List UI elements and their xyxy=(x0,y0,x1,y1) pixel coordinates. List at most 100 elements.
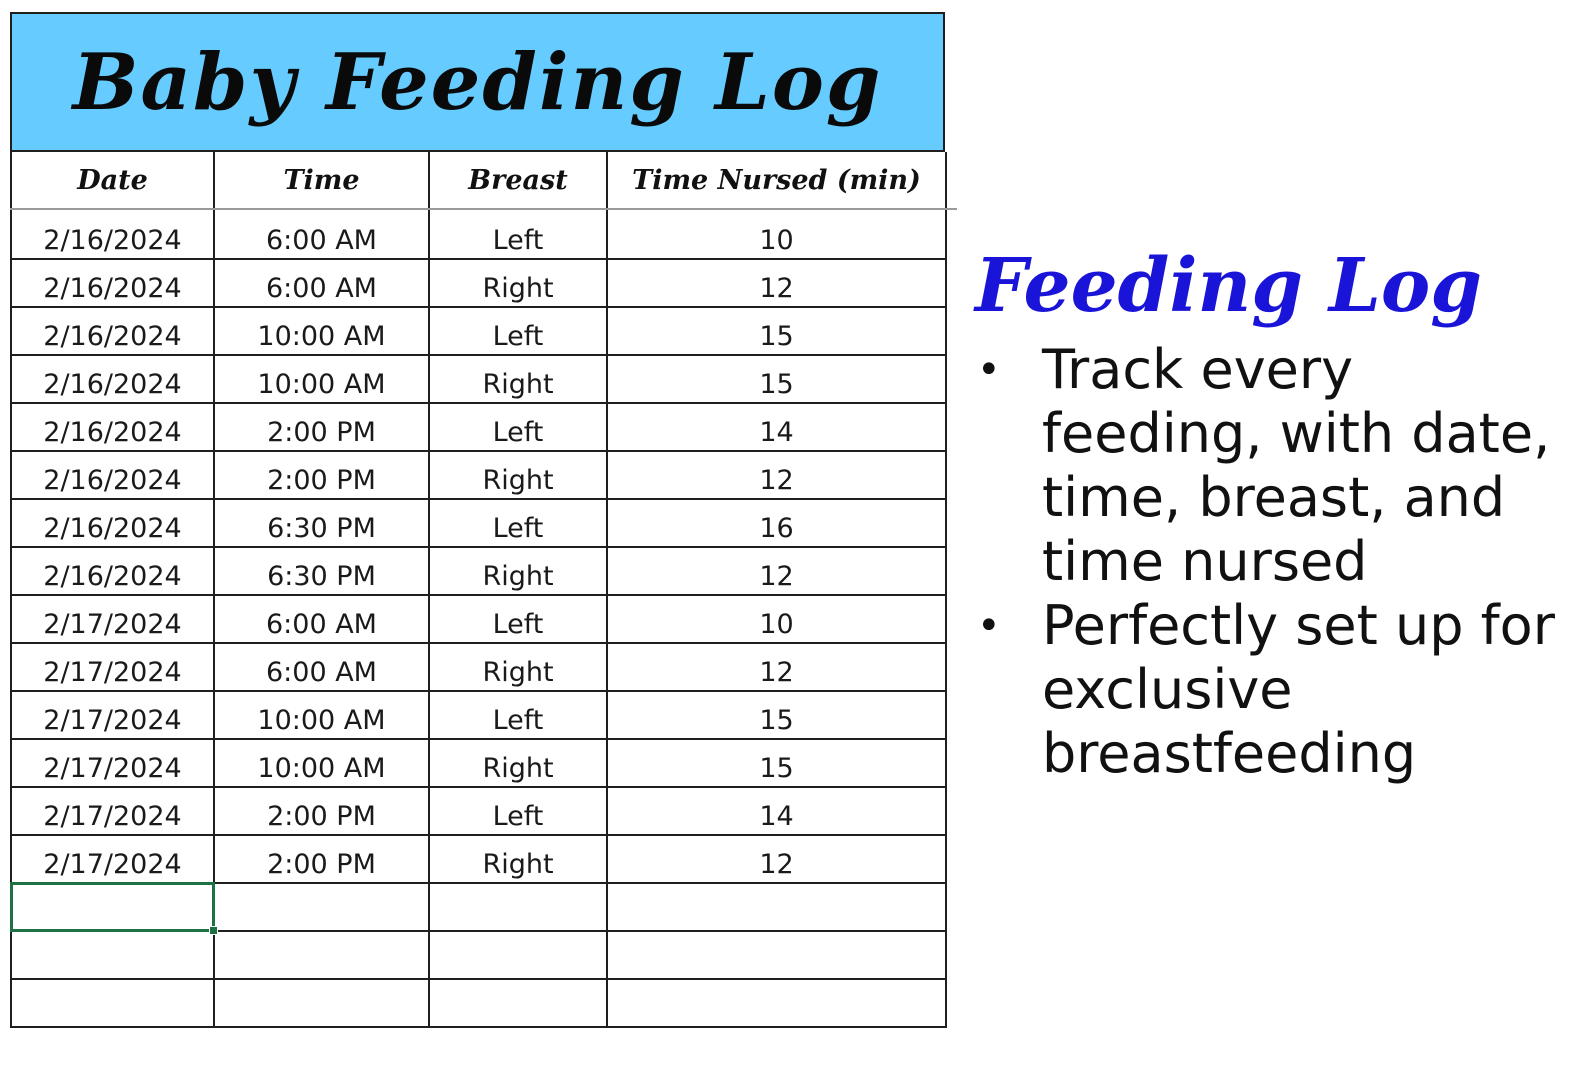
date-cell[interactable]: 2/17/2024 xyxy=(10,835,215,884)
time-cell[interactable]: 6:00 AM xyxy=(213,643,430,692)
time-nursed-cell[interactable]: 14 xyxy=(606,787,947,836)
time-cell[interactable]: 2:00 PM xyxy=(213,835,430,884)
table-row: 2/17/2024 10:00 AM Left 15 xyxy=(10,691,947,740)
time-cell[interactable]: 6:30 PM xyxy=(213,547,430,596)
time-nursed-cell[interactable]: 15 xyxy=(606,355,947,404)
time-nursed-cell[interactable]: 12 xyxy=(606,643,947,692)
selected-cell[interactable] xyxy=(10,882,218,935)
table-row: 2/16/2024 10:00 AM Left 15 xyxy=(10,307,947,356)
time-cell[interactable]: 10:00 AM xyxy=(213,691,430,740)
table-row: 2/16/2024 6:30 PM Left 16 xyxy=(10,499,947,548)
feature-text: Track every feeding, with date, time, br… xyxy=(1042,338,1551,593)
date-cell[interactable]: 2/16/2024 xyxy=(10,355,215,404)
date-cell[interactable]: 2/17/2024 xyxy=(10,787,215,836)
breast-cell[interactable]: Right xyxy=(428,739,608,788)
info-title: Feeding Log xyxy=(975,243,1482,329)
breast-cell[interactable]: Right xyxy=(428,643,608,692)
date-cell[interactable]: 2/17/2024 xyxy=(10,691,215,740)
time-nursed-cell[interactable]: 10 xyxy=(606,595,947,644)
time-cell[interactable]: 6:00 AM xyxy=(213,209,430,260)
title-banner: Baby Feeding Log xyxy=(10,12,945,152)
table-row: 2/16/2024 6:00 AM Left 10 xyxy=(10,209,947,260)
time-nursed-cell[interactable]: 10 xyxy=(606,209,947,260)
table-row: 2/16/2024 2:00 PM Left 14 xyxy=(10,403,947,452)
time-cell[interactable]: 10:00 AM xyxy=(213,739,430,788)
empty-table-row xyxy=(10,882,947,935)
feature-item: • Perfectly set up for exclusive breastfe… xyxy=(975,594,1575,786)
date-cell[interactable]: 2/16/2024 xyxy=(10,403,215,452)
empty-breast-cell[interactable] xyxy=(428,883,608,932)
time-cell[interactable]: 2:00 PM xyxy=(213,451,430,500)
time-cell[interactable]: 10:00 AM xyxy=(213,355,430,404)
time-nursed-cell[interactable]: 14 xyxy=(606,403,947,452)
table-row: 2/17/2024 2:00 PM Left 14 xyxy=(10,787,947,836)
empty-time-nursed-cell[interactable] xyxy=(606,883,947,932)
breast-cell[interactable]: Right xyxy=(428,355,608,404)
breast-cell[interactable]: Left xyxy=(428,595,608,644)
breast-cell[interactable]: Left xyxy=(428,499,608,548)
table-row: 2/17/2024 10:00 AM Right 15 xyxy=(10,739,947,788)
date-cell[interactable]: 2/17/2024 xyxy=(10,739,215,788)
time-nursed-cell[interactable]: 12 xyxy=(606,451,947,500)
header-gridline xyxy=(945,208,957,210)
fill-handle[interactable] xyxy=(209,926,218,935)
empty-table-row xyxy=(10,979,947,1028)
time-cell[interactable]: 2:00 PM xyxy=(213,787,430,836)
time-nursed-cell[interactable]: 15 xyxy=(606,739,947,788)
time-nursed-cell[interactable]: 12 xyxy=(606,835,947,884)
empty-breast-cell[interactable] xyxy=(428,931,608,980)
date-cell[interactable]: 2/16/2024 xyxy=(10,499,215,548)
table-body: 2/16/2024 6:00 AM Left 10 2/16/2024 6:00 AM Ri… xyxy=(10,209,947,1028)
table-row: 2/17/2024 6:00 AM Right 12 xyxy=(10,643,947,692)
bullet-dot-icon: • xyxy=(977,603,1001,649)
breast-cell[interactable]: Left xyxy=(428,403,608,452)
time-nursed-cell[interactable]: 12 xyxy=(606,547,947,596)
empty-breast-cell[interactable] xyxy=(428,979,608,1028)
breast-cell[interactable]: Left xyxy=(428,787,608,836)
breast-cell[interactable]: Right xyxy=(428,835,608,884)
time-nursed-cell[interactable]: 12 xyxy=(606,259,947,308)
header-row: Date Time Breast Time Nursed (min) xyxy=(10,152,947,210)
empty-time-nursed-cell[interactable] xyxy=(606,979,947,1028)
empty-time-cell[interactable] xyxy=(213,883,430,932)
time-nursed-cell[interactable]: 15 xyxy=(606,691,947,740)
date-cell[interactable]: 2/16/2024 xyxy=(10,259,215,308)
breast-cell[interactable]: Right xyxy=(428,547,608,596)
breast-cell[interactable]: Left xyxy=(428,209,608,260)
empty-time-nursed-cell[interactable] xyxy=(606,931,947,980)
column-header-time-nursed[interactable]: Time Nursed (min) xyxy=(606,152,947,210)
date-cell[interactable]: 2/16/2024 xyxy=(10,209,215,260)
breast-cell[interactable]: Left xyxy=(428,307,608,356)
feature-item: • Track every feeding, with date, time, b… xyxy=(975,338,1575,594)
time-cell[interactable]: 6:30 PM xyxy=(213,499,430,548)
time-nursed-cell[interactable]: 16 xyxy=(606,499,947,548)
date-cell[interactable]: 2/16/2024 xyxy=(10,547,215,596)
sheet-title: Baby Feeding Log xyxy=(72,36,883,128)
breast-cell[interactable]: Right xyxy=(428,259,608,308)
time-cell[interactable]: 2:00 PM xyxy=(213,403,430,452)
date-cell[interactable]: 2/16/2024 xyxy=(10,307,215,356)
time-nursed-cell[interactable]: 15 xyxy=(606,307,947,356)
empty-date-cell[interactable] xyxy=(10,931,215,980)
empty-date-cell[interactable] xyxy=(10,979,215,1028)
spreadsheet: Baby Feeding Log Date Time Breast Time N… xyxy=(10,12,957,1065)
breast-cell[interactable]: Right xyxy=(428,451,608,500)
table-row: 2/16/2024 10:00 AM Right 15 xyxy=(10,355,947,404)
date-cell[interactable]: 2/17/2024 xyxy=(10,643,215,692)
column-header-breast[interactable]: Breast xyxy=(428,152,608,210)
time-cell[interactable]: 6:00 AM xyxy=(213,595,430,644)
empty-time-cell[interactable] xyxy=(213,979,430,1028)
time-cell[interactable]: 10:00 AM xyxy=(213,307,430,356)
table-row: 2/17/2024 2:00 PM Right 12 xyxy=(10,835,947,884)
column-header-time[interactable]: Time xyxy=(213,152,430,210)
date-cell[interactable]: 2/16/2024 xyxy=(10,451,215,500)
empty-time-cell[interactable] xyxy=(213,931,430,980)
date-cell[interactable]: 2/17/2024 xyxy=(10,595,215,644)
column-header-date[interactable]: Date xyxy=(10,152,215,210)
table-row: 2/16/2024 2:00 PM Right 12 xyxy=(10,451,947,500)
empty-table-row xyxy=(10,931,947,980)
breast-cell[interactable]: Left xyxy=(428,691,608,740)
time-cell[interactable]: 6:00 AM xyxy=(213,259,430,308)
feeding-log-table: Date Time Breast Time Nursed (min) 2/16/… xyxy=(10,152,947,1028)
info-panel: Feeding Log • Track every feeding, with d… xyxy=(975,240,1575,786)
